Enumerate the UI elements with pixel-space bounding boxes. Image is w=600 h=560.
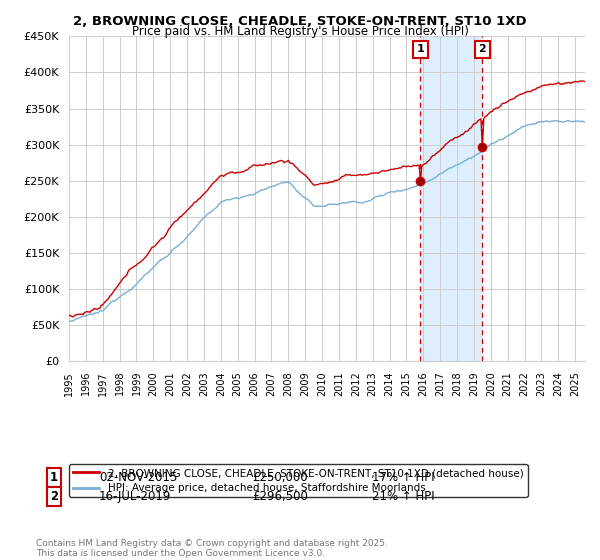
Text: Contains HM Land Registry data © Crown copyright and database right 2025.
This d: Contains HM Land Registry data © Crown c… xyxy=(36,539,388,558)
Text: 16-JUL-2019: 16-JUL-2019 xyxy=(99,489,172,503)
Text: 1: 1 xyxy=(416,44,424,54)
Bar xyxy=(421,36,482,361)
Text: 2: 2 xyxy=(478,44,486,54)
Text: 02-NOV-2015: 02-NOV-2015 xyxy=(99,470,178,484)
Text: 1: 1 xyxy=(50,470,58,484)
Text: £296,500: £296,500 xyxy=(252,489,308,503)
Text: Price paid vs. HM Land Registry's House Price Index (HPI): Price paid vs. HM Land Registry's House … xyxy=(131,25,469,38)
Legend: 2, BROWNING CLOSE, CHEADLE, STOKE-ON-TRENT, ST10 1XD (detached house), HPI: Aver: 2, BROWNING CLOSE, CHEADLE, STOKE-ON-TRE… xyxy=(69,464,527,497)
Text: 2, BROWNING CLOSE, CHEADLE, STOKE-ON-TRENT, ST10 1XD: 2, BROWNING CLOSE, CHEADLE, STOKE-ON-TRE… xyxy=(73,15,527,27)
Text: 21% ↑ HPI: 21% ↑ HPI xyxy=(372,489,434,503)
Text: 2: 2 xyxy=(50,489,58,503)
Text: 17% ↑ HPI: 17% ↑ HPI xyxy=(372,470,434,484)
Text: £250,000: £250,000 xyxy=(252,470,308,484)
